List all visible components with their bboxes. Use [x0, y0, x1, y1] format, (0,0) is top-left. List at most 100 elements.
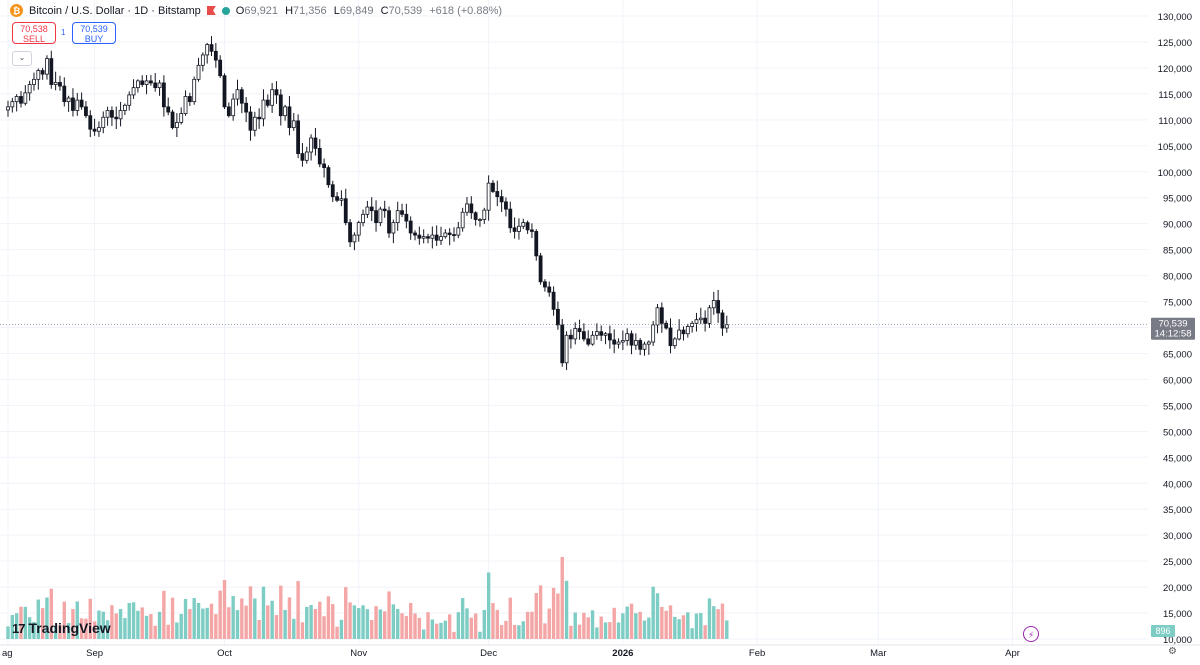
candle-body — [40, 70, 45, 75]
candle-body — [646, 341, 651, 345]
volume-bar — [716, 609, 720, 639]
volume-bar — [456, 612, 461, 639]
last-volume-tag — [1151, 625, 1175, 637]
volume-bar — [469, 617, 474, 639]
candle-body — [235, 89, 240, 100]
volume-bar — [36, 599, 41, 639]
price-tick-label: 110,000 — [1158, 116, 1192, 127]
volume-bar — [677, 619, 681, 639]
volume-bar — [170, 597, 175, 639]
candle-body — [153, 82, 158, 89]
price-tick-label: 95,000 — [1163, 194, 1192, 205]
candle-body — [187, 96, 192, 103]
candle-body — [512, 227, 517, 232]
candle-body — [395, 210, 400, 224]
time-tick-label: Dec — [480, 648, 497, 659]
candle-body — [244, 102, 249, 113]
volume-bar — [508, 597, 512, 639]
volume-bar — [32, 621, 36, 639]
candle-body — [88, 115, 93, 130]
candle-body — [226, 106, 231, 117]
flag-icon[interactable] — [206, 6, 216, 15]
volume-bar — [582, 612, 586, 639]
candle-body — [551, 291, 556, 310]
volume-bar — [413, 613, 417, 639]
volume-bar — [153, 625, 157, 639]
candle-body — [460, 211, 465, 229]
collapse-chevron-icon[interactable]: ⌄ — [12, 51, 32, 66]
candle-body — [707, 307, 712, 324]
volume-bar — [162, 590, 166, 639]
volume-bar — [486, 572, 491, 639]
volume-bar — [725, 620, 729, 639]
price-tick-label: 55,000 — [1163, 401, 1192, 412]
volume-bar — [686, 612, 690, 639]
candle-body — [135, 80, 140, 89]
candle-body — [564, 334, 569, 364]
time-tick-label: Apr — [1005, 648, 1020, 659]
sell-button[interactable]: 70,538 SELL — [12, 22, 56, 44]
buy-button[interactable]: 70,539 BUY — [72, 22, 116, 44]
candle-body — [655, 307, 660, 326]
price-tick-label: 10,000 — [1163, 635, 1192, 646]
symbol-title[interactable]: Bitcoin / U.S. Dollar · 1D · Bitstamp — [29, 4, 201, 17]
volume-bar — [149, 614, 153, 639]
volume-bar — [23, 606, 28, 639]
candle-body — [560, 324, 565, 364]
volume-bar — [404, 616, 409, 639]
candle-body — [352, 234, 357, 243]
volume-bar — [608, 622, 612, 639]
volume-bar — [504, 620, 508, 639]
volume-bar — [521, 621, 525, 639]
candle-body — [335, 196, 339, 201]
price-tick-label: 100,000 — [1158, 168, 1192, 179]
candle-body — [590, 334, 595, 345]
volume-bar — [534, 593, 538, 639]
price-tick-label: 15,000 — [1163, 609, 1192, 620]
volume-bar — [660, 606, 664, 639]
candle-body — [439, 236, 443, 241]
candle-body — [486, 182, 491, 211]
volume-bar — [512, 625, 517, 639]
candle-body — [573, 328, 578, 340]
volume-bar — [391, 604, 396, 639]
sell-price: 70,538 — [20, 24, 48, 34]
candle-body — [547, 286, 552, 293]
price-tick-label: 115,000 — [1158, 90, 1192, 101]
volume-bar — [543, 623, 547, 639]
candle-body — [681, 329, 686, 335]
volume-bar — [551, 587, 556, 639]
volume-bar — [84, 618, 88, 639]
candle-body — [408, 220, 413, 234]
volume-bar — [127, 602, 131, 639]
volume-bar — [434, 623, 439, 639]
volume-bar — [331, 604, 335, 639]
candle-body — [309, 137, 314, 153]
candle-body — [274, 89, 279, 96]
volume-bar — [322, 616, 326, 639]
candle-body — [110, 110, 114, 118]
volume-bar — [179, 613, 183, 639]
volume-bar — [556, 593, 560, 639]
volume-bar — [140, 607, 144, 639]
volume-bar — [209, 603, 214, 639]
price-tick-label: 50,000 — [1163, 427, 1192, 438]
candle-body — [304, 151, 309, 161]
candle-body — [525, 222, 530, 231]
market-status-icon — [221, 6, 230, 15]
lightning-icon[interactable]: ⚡ — [1023, 626, 1039, 642]
settings-icon[interactable]: ⚙ — [1168, 646, 1177, 657]
last-price-value: 70,539 — [1158, 319, 1187, 330]
volume-bar — [378, 609, 383, 639]
candle-body — [170, 111, 175, 129]
volume-bar — [664, 610, 668, 639]
candle-body — [711, 300, 716, 309]
candle-body — [157, 82, 162, 89]
volume-bar — [647, 617, 651, 639]
candle-body — [530, 229, 534, 232]
last-price-tag — [1151, 317, 1195, 340]
time-tick-label: ag — [2, 648, 13, 659]
volume-bar — [612, 607, 616, 639]
volume-bar — [183, 599, 188, 639]
